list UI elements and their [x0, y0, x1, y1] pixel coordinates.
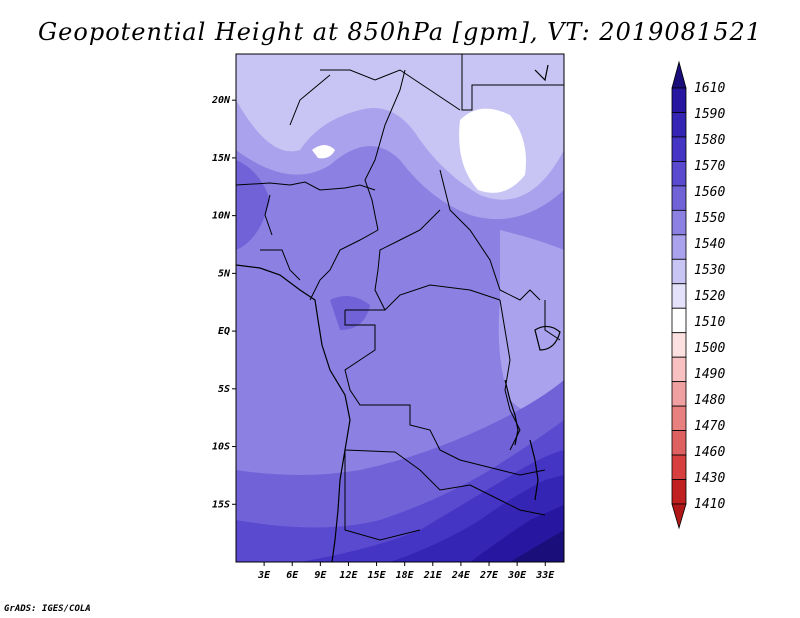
- field-1550-central: [330, 296, 370, 330]
- colorbar-label: 1550: [694, 211, 725, 226]
- x-tick-label: 27E: [479, 570, 499, 581]
- y-tick-label: 15N: [212, 153, 231, 164]
- contour-fill: [236, 54, 564, 562]
- colorbar-label: 1580: [694, 133, 725, 148]
- x-tick-label: 21E: [423, 570, 443, 581]
- lake-malawi: [529, 439, 539, 501]
- field-1510-west: [312, 145, 335, 159]
- colorbar-label: 1490: [694, 367, 725, 382]
- colorbar-swatch: [671, 112, 687, 138]
- x-tick-label: 18E: [396, 570, 415, 581]
- lake-victoria: [534, 325, 561, 351]
- x-tick-label: 33E: [535, 570, 555, 581]
- field-1550-west: [236, 160, 270, 250]
- colorbar-label: 1410: [694, 497, 725, 512]
- colorbar-label: 1590: [694, 107, 725, 122]
- colorbar-swatch: [671, 209, 687, 236]
- chart-title: Geopotential Height at 850hPa [gpm], VT:…: [38, 18, 762, 46]
- colorbar: 1610 1590 1580 1570 1560 1550 1540 1530 1520 1510…: [671, 60, 725, 530]
- colorbar-swatch: [671, 479, 687, 505]
- y-tick-label: 15S: [212, 499, 230, 510]
- y-tick-label: 10S: [212, 442, 230, 453]
- coastline: [236, 264, 351, 562]
- y-tick-label: 20N: [211, 95, 231, 106]
- y-axis: 20N 15N 10N 5N EQ 5S 10S 15S: [211, 95, 236, 510]
- field-1610: [510, 530, 564, 562]
- colorbar-label: 1460: [694, 445, 725, 460]
- x-tick-label: 30E: [507, 570, 527, 581]
- colorbar-swatch: [671, 283, 687, 309]
- field-1510-east: [459, 108, 526, 193]
- colorbar-swatch: [671, 234, 687, 260]
- colorbar-label: 1540: [694, 237, 725, 252]
- red-sea-coast: [534, 64, 549, 82]
- colorbar-bottom-arrow: [671, 503, 687, 530]
- colorbar-swatch: [671, 381, 687, 407]
- colorbar-label: 1520: [694, 289, 725, 304]
- colorbar-swatch: [671, 185, 687, 211]
- colorbar-label: 1530: [694, 263, 725, 278]
- x-tick-label: 6E: [286, 570, 299, 581]
- colorbar-swatch: [671, 161, 687, 187]
- y-tick-label: 5S: [218, 384, 230, 395]
- x-tick-label: 12E: [339, 570, 358, 581]
- colorbar-swatch: [671, 307, 687, 334]
- colorbar-label: 1570: [694, 159, 725, 174]
- colorbar-swatch: [671, 258, 687, 285]
- x-tick-label: 3E: [257, 570, 271, 581]
- y-tick-label: 5N: [218, 268, 231, 279]
- colorbar-label: 1480: [694, 393, 725, 408]
- colorbar-swatch: [671, 430, 687, 456]
- x-axis: 3E 6E 9E 12E 15E 18E 21E 24E 27E 30E 33E: [257, 562, 555, 581]
- colorbar-top-arrow: [671, 60, 687, 89]
- x-tick-label: 9E: [314, 570, 327, 581]
- x-tick-label: 24E: [451, 570, 471, 581]
- map-frame: [235, 53, 565, 563]
- x-tick-label: 15E: [368, 570, 387, 581]
- country-borders: [236, 54, 564, 541]
- colorbar-label: 1430: [694, 471, 725, 486]
- colorbar-swatch: [671, 454, 687, 480]
- colorbar-label: 1610: [694, 81, 725, 96]
- credit-text: GrADS: IGES/COLA: [4, 604, 91, 614]
- y-tick-label: 10N: [212, 211, 231, 222]
- colorbar-swatch: [671, 356, 687, 383]
- colorbar-label: 1500: [694, 341, 725, 356]
- colorbar-swatch: [671, 405, 687, 431]
- colorbar-label: 1560: [694, 185, 725, 200]
- lake-tanganyika: [504, 379, 519, 446]
- field-1530-east: [498, 230, 564, 420]
- colorbar-swatch: [671, 87, 687, 113]
- colorbar-swatch: [671, 136, 687, 162]
- y-tick-label: EQ: [218, 326, 230, 337]
- colorbar-label: 1470: [694, 419, 725, 434]
- colorbar-swatch: [671, 332, 687, 358]
- colorbar-label: 1510: [694, 315, 725, 330]
